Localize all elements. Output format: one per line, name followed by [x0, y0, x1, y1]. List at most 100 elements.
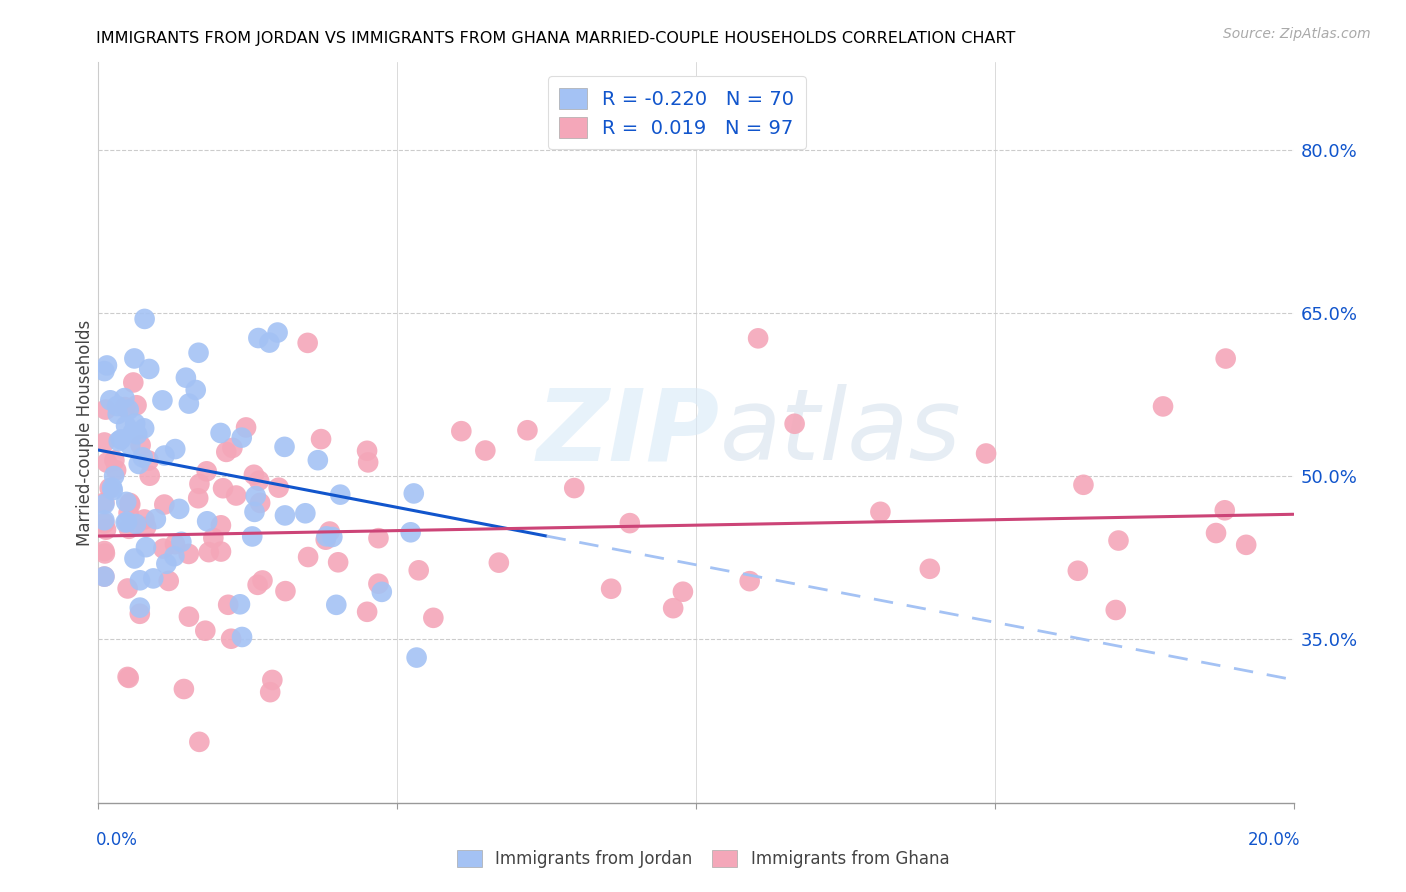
- Point: [103, 453, 125, 467]
- Point: [367, 531, 389, 545]
- Point: [562, 481, 585, 495]
- Point: [96, 456, 118, 470]
- Point: [450, 424, 472, 438]
- Point: [177, 396, 200, 410]
- Point: [474, 443, 496, 458]
- Point: [188, 735, 211, 749]
- Point: [93, 495, 115, 509]
- Point: [326, 555, 349, 569]
- Point: [488, 556, 510, 570]
- Point: [134, 312, 156, 326]
- Point: [177, 609, 200, 624]
- Point: [1205, 526, 1227, 541]
- Point: [114, 391, 136, 405]
- Point: [240, 529, 263, 543]
- Point: [235, 420, 257, 434]
- Point: [124, 417, 146, 431]
- Point: [128, 457, 150, 471]
- Text: IMMIGRANTS FROM JORDAN VS IMMIGRANTS FROM GHANA MARRIED-COUPLE HOUSEHOLDS CORREL: IMMIGRANTS FROM JORDAN VS IMMIGRANTS FRO…: [96, 31, 1015, 46]
- Point: [155, 557, 177, 571]
- Point: [738, 574, 761, 589]
- Point: [274, 508, 297, 523]
- Point: [243, 505, 266, 519]
- Point: [177, 547, 200, 561]
- Point: [974, 446, 997, 460]
- Point: [297, 335, 319, 350]
- Point: [142, 571, 165, 585]
- Point: [252, 574, 274, 588]
- Point: [1234, 538, 1257, 552]
- Point: [125, 516, 148, 531]
- Point: [94, 402, 117, 417]
- Point: [321, 530, 343, 544]
- Point: [1213, 503, 1236, 517]
- Point: [245, 489, 267, 503]
- Point: [110, 433, 132, 447]
- Point: [117, 670, 139, 684]
- Point: [1105, 603, 1128, 617]
- Point: [120, 498, 142, 512]
- Point: [93, 364, 115, 378]
- Point: [129, 438, 152, 452]
- Point: [117, 506, 139, 520]
- Text: 20.0%: 20.0%: [1249, 831, 1301, 849]
- Point: [274, 584, 297, 599]
- Text: ZIP: ZIP: [537, 384, 720, 481]
- Point: [266, 326, 288, 340]
- Point: [135, 520, 157, 534]
- Point: [122, 425, 145, 440]
- Point: [195, 514, 218, 528]
- Point: [747, 331, 769, 345]
- Point: [195, 464, 218, 478]
- Point: [118, 402, 141, 417]
- Point: [356, 605, 378, 619]
- Point: [96, 359, 118, 373]
- Point: [94, 546, 117, 560]
- Point: [128, 607, 150, 621]
- Point: [422, 611, 444, 625]
- Point: [262, 673, 284, 687]
- Point: [259, 685, 281, 699]
- Point: [357, 455, 380, 469]
- Point: [145, 512, 167, 526]
- Point: [153, 498, 176, 512]
- Point: [405, 650, 427, 665]
- Point: [93, 569, 115, 583]
- Point: [115, 515, 138, 529]
- Point: [329, 488, 352, 502]
- Point: [356, 443, 378, 458]
- Point: [117, 582, 139, 596]
- Point: [249, 496, 271, 510]
- Point: [118, 496, 141, 510]
- Point: [167, 502, 190, 516]
- Point: [122, 376, 145, 390]
- Point: [103, 469, 125, 483]
- Point: [134, 512, 156, 526]
- Point: [138, 453, 160, 467]
- Point: [173, 681, 195, 696]
- Point: [187, 491, 209, 506]
- Point: [221, 441, 243, 455]
- Point: [157, 574, 180, 588]
- Point: [318, 524, 340, 539]
- Point: [124, 351, 146, 366]
- Point: [107, 434, 129, 449]
- Point: [188, 476, 211, 491]
- Point: [247, 331, 270, 345]
- Point: [134, 421, 156, 435]
- Point: [231, 630, 253, 644]
- Legend: R = -0.220   N = 70, R =  0.019   N = 97: R = -0.220 N = 70, R = 0.019 N = 97: [548, 76, 806, 149]
- Point: [246, 578, 269, 592]
- Point: [399, 525, 422, 540]
- Point: [128, 600, 150, 615]
- Point: [131, 450, 153, 465]
- Point: [225, 489, 247, 503]
- Point: [516, 423, 538, 437]
- Point: [129, 574, 152, 588]
- Point: [194, 624, 217, 638]
- Point: [672, 584, 695, 599]
- Point: [153, 449, 176, 463]
- Point: [165, 442, 187, 456]
- Point: [114, 400, 136, 414]
- Text: Source: ZipAtlas.com: Source: ZipAtlas.com: [1223, 27, 1371, 41]
